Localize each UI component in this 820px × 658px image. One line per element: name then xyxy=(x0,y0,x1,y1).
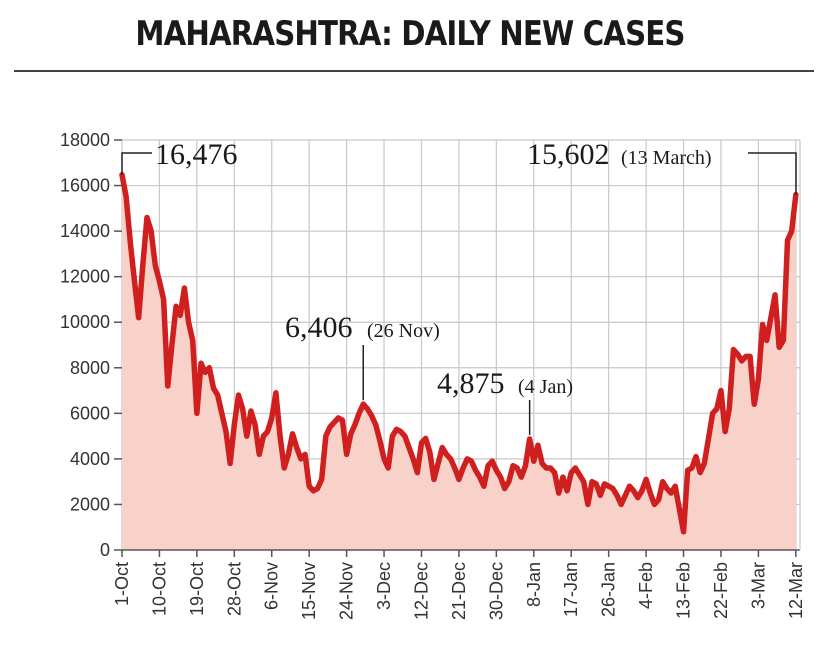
annotation-mar-date: (13 March) xyxy=(621,147,712,169)
cases-line-layer xyxy=(119,171,799,535)
x-tick-label: 28-Oct xyxy=(224,562,244,616)
y-tick-label: 4000 xyxy=(70,449,110,469)
x-tick-label: 17-Jan xyxy=(561,562,581,617)
annotation-jan-date: (4 Jan) xyxy=(518,376,573,398)
chart-title: MAHARASHTRA: DAILY NEW CASES xyxy=(135,14,685,54)
annotation-jan-value: 4,875 xyxy=(437,367,505,400)
annotation-mar-value: 15,602 xyxy=(527,138,610,171)
y-tick-label: 2000 xyxy=(70,494,110,514)
x-axis-ticks: 1-Oct 10-Oct 19-Oct 28-Oct 6-Nov 15-Nov 24-Nov… xyxy=(112,550,806,620)
x-tick-label: 21-Dec xyxy=(449,562,469,620)
y-tick-label: 16000 xyxy=(60,176,110,196)
annotation-nov-date: (26 Nov) xyxy=(367,320,440,342)
annotation-peak-oct-value: 16,476 xyxy=(155,138,238,171)
x-tick-label: 12-Dec xyxy=(411,562,431,620)
annotations: 16,476 6,406 (26 Nov) 4,875 (4 Jan) 15,602 (13… xyxy=(121,138,797,435)
x-tick-label: 3-Mar xyxy=(748,562,768,609)
y-tick-label: 6000 xyxy=(70,403,110,423)
x-tick-label: 10-Oct xyxy=(149,562,169,616)
annotation-leader xyxy=(748,152,797,195)
annotation-nov-value: 6,406 xyxy=(285,311,353,344)
title-divider xyxy=(14,70,814,72)
y-tick-label: 8000 xyxy=(70,358,110,378)
x-tick-label: 4-Feb xyxy=(636,562,656,609)
cases-line xyxy=(119,171,799,535)
x-tick-label: 1-Oct xyxy=(112,562,132,606)
x-tick-label: 19-Oct xyxy=(187,562,207,616)
x-tick-label: 30-Dec xyxy=(486,562,506,620)
x-tick-label: 13-Feb xyxy=(674,562,694,619)
x-tick-label: 8-Jan xyxy=(524,562,544,607)
x-tick-label: 15-Nov xyxy=(299,562,319,620)
y-axis-ticks: 0 2000 4000 6000 8000 10000 12000 14000 16000 180… xyxy=(60,130,122,560)
x-tick-label: 24-Nov xyxy=(337,562,357,620)
annotation-leader xyxy=(121,152,152,175)
y-tick-label: 12000 xyxy=(60,267,110,287)
x-tick-label: 6-Nov xyxy=(262,562,282,610)
y-tick-label: 10000 xyxy=(60,312,110,332)
x-tick-label: 22-Feb xyxy=(711,562,731,619)
y-tick-label: 0 xyxy=(100,540,110,560)
x-tick-label: 26-Jan xyxy=(599,562,619,617)
x-tick-label: 3-Dec xyxy=(374,562,394,610)
y-tick-label: 18000 xyxy=(60,130,110,150)
y-tick-label: 14000 xyxy=(60,221,110,241)
x-tick-label: 12-Mar xyxy=(786,562,806,619)
